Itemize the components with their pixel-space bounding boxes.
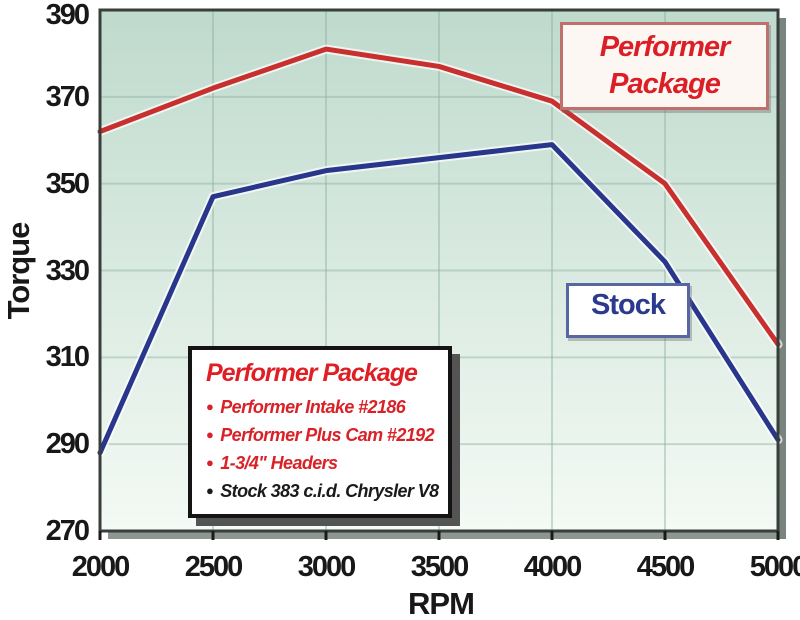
y-tick-label: 270 (45, 515, 90, 547)
stock-callout-label: Stock (591, 289, 666, 321)
performer-callout-line2: Package (609, 68, 721, 100)
x-tick-label: 2500 (184, 551, 244, 583)
x-tick-label: 3000 (297, 551, 357, 583)
performer-line (97, 46, 781, 347)
legend-bullet-icon: ● (206, 427, 214, 442)
legend-item: ● 1-3/4" Headers (206, 449, 442, 477)
y-tick-label: 290 (45, 428, 90, 461)
x-tick-label: 4000 (523, 551, 583, 583)
legend-item: ● Performer Plus Cam #2192 (206, 421, 442, 449)
x-tick-mark (550, 531, 554, 540)
y-tick-label: 370 (45, 80, 90, 113)
plot-shadow-bottom (108, 531, 786, 539)
legend-items: ● Performer Intake #2186 ● Performer Plus C… (206, 393, 442, 505)
stock-line (97, 142, 781, 456)
y-tick-label: 330 (45, 254, 90, 287)
x-tick-mark (663, 531, 667, 540)
legend-item-text: Performer Plus Cam #2192 (220, 425, 434, 445)
performer-callout-line1: Performer (599, 31, 731, 63)
legend-item-text: Stock 383 c.i.d. Chrysler V8 (220, 481, 439, 501)
x-tick-mark (776, 531, 780, 540)
x-tick-mark (211, 531, 215, 540)
x-tick-label: 3500 (410, 551, 470, 583)
legend-item: ● Performer Intake #2186 (206, 393, 442, 421)
legend-bullet-icon: ● (206, 483, 214, 498)
x-tick-mark (437, 531, 441, 540)
x-tick-label: 5000 (749, 551, 800, 583)
performer-package-callout: Performer Package (560, 22, 769, 110)
legend-bullet-icon: ● (206, 399, 214, 414)
package-legend: Performer Package ● Performer Intake #218… (188, 346, 452, 518)
y-axis-title: Torque (1, 222, 36, 320)
legend-item: ● Stock 383 c.i.d. Chrysler V8 (206, 477, 442, 505)
plot-shadow-right (778, 18, 786, 539)
x-tick-mark (98, 531, 102, 540)
y-tick-label: 390 (45, 0, 90, 31)
legend-title: Performer Package (206, 359, 418, 387)
x-axis-title: RPM (408, 586, 475, 620)
stock-callout: Stock (566, 283, 690, 338)
x-tick-label: 2000 (71, 551, 131, 583)
y-tick-label: 350 (45, 167, 90, 200)
legend-bullet-icon: ● (206, 455, 214, 470)
x-tick-mark (324, 531, 328, 540)
legend-item-text: 1-3/4" Headers (220, 453, 338, 473)
legend-item-text: Performer Intake #2186 (220, 397, 406, 417)
x-tick-label: 4500 (636, 551, 696, 583)
y-tick-label: 310 (45, 341, 90, 374)
